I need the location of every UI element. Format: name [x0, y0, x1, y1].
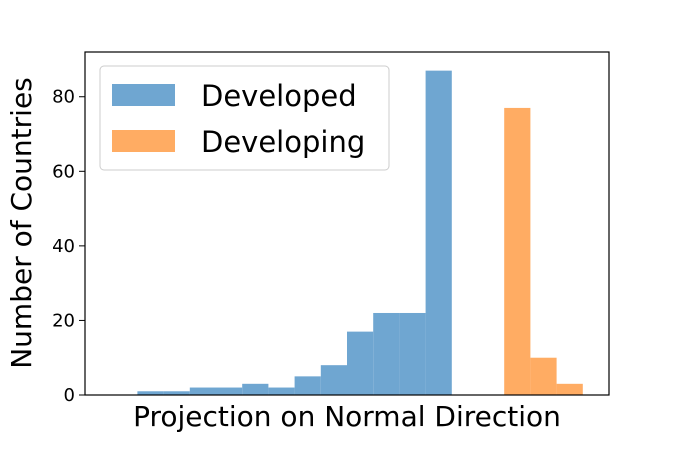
bar-developed-11 — [425, 70, 452, 396]
legend: Developed Developing — [99, 65, 390, 171]
bar-developing-2 — [556, 383, 583, 395]
y-tick-label-20: 20 — [52, 310, 75, 331]
y-tick-label-0: 0 — [64, 385, 75, 406]
bar-developed-2 — [189, 387, 216, 395]
bar-developed-0 — [137, 391, 164, 395]
legend-swatch-developing — [112, 130, 175, 152]
bar-developed-8 — [347, 331, 374, 395]
bar-developed-5 — [268, 387, 295, 395]
legend-swatch-developed — [112, 84, 175, 106]
bar-developed-6 — [294, 376, 321, 395]
plot-area-frame — [84, 51, 610, 396]
bar-developing-0 — [504, 107, 531, 395]
y-axis: 0 20 40 60 80 — [52, 87, 85, 406]
x-axis-label: Projection on Normal Direction — [133, 400, 561, 433]
bar-developed-7 — [320, 365, 347, 395]
y-tick-label-60: 60 — [52, 161, 75, 182]
y-axis-label: Number of Countries — [5, 77, 38, 369]
bar-developed-9 — [373, 312, 400, 395]
bar-developed-10 — [399, 312, 426, 395]
legend-label-developing: Developing — [201, 125, 365, 159]
bar-developing-1 — [530, 357, 557, 395]
bar-developed-3 — [216, 387, 243, 395]
bar-developed-4 — [242, 383, 269, 395]
y-tick-label-40: 40 — [52, 236, 75, 257]
bar-developed-1 — [163, 391, 190, 395]
y-tick-label-80: 80 — [52, 87, 75, 108]
bars-layer — [137, 70, 583, 396]
legend-label-developed: Developed — [201, 79, 357, 113]
